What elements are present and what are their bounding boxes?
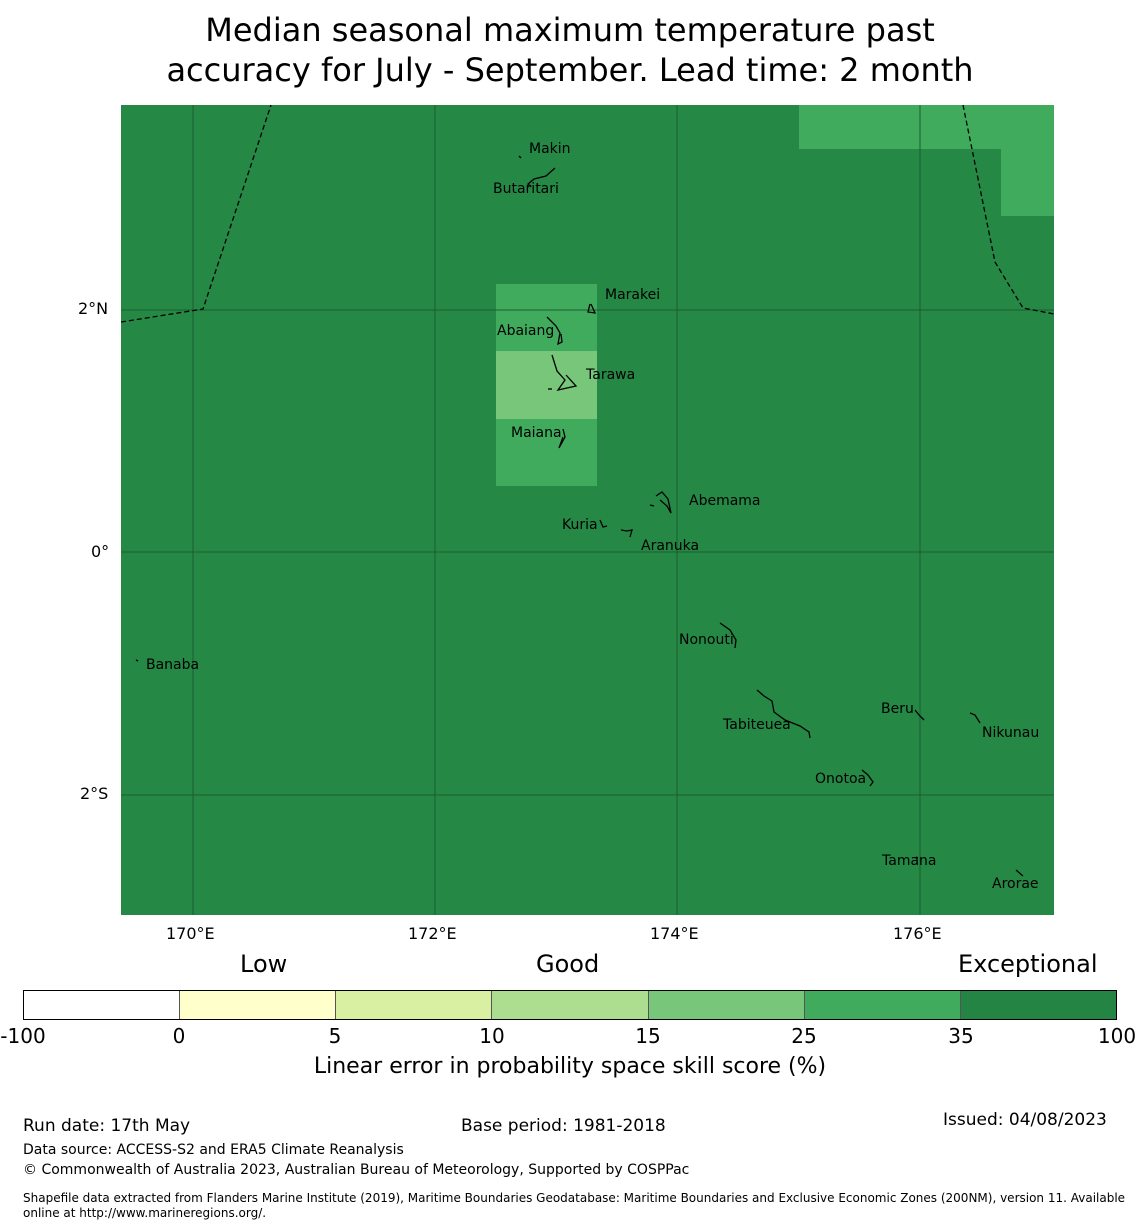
tarawa-outline	[551, 354, 578, 391]
eez-boundary-east	[962, 104, 1055, 315]
colorbar-segment-5	[804, 991, 961, 1019]
colorbar-title: Linear error in probability space skill …	[313, 1054, 827, 1079]
colorbar-tick: 10	[479, 1024, 505, 1048]
maiana-outline	[558, 428, 566, 449]
island-outlines	[135, 155, 1024, 877]
island-label-maiana: Maiana	[511, 425, 562, 441]
title-line-2: accuracy for July - September. Lead time…	[166, 51, 974, 89]
colorbar-tick: 25	[791, 1024, 817, 1048]
island-label-marakei: Marakei	[605, 287, 661, 303]
onotoa-outline	[861, 769, 874, 787]
skill-patch-maiana	[496, 419, 597, 486]
island-label-aranuka: Aranuka	[641, 538, 700, 554]
colorbar-tick: -100	[0, 1024, 46, 1048]
colorbar-tick: 5	[328, 1024, 342, 1048]
island-label-nikunau: Nikunau	[982, 725, 1040, 741]
skill-patch-ne-side	[1001, 149, 1054, 216]
colorbar	[23, 990, 1117, 1020]
tamana-outline	[915, 856, 919, 859]
map-background	[121, 105, 1054, 915]
colorbar-tick: 35	[948, 1024, 974, 1048]
colorbar-tick: 0	[172, 1024, 186, 1048]
copyright: © Commonwealth of Australia 2023, Austra…	[23, 1162, 690, 1178]
legend-category-low: Low	[240, 950, 288, 978]
gridlines	[121, 105, 1054, 915]
skill-patch-ne-top	[799, 105, 1054, 149]
marakei-outline	[587, 303, 597, 314]
eez-boundary-west	[120, 104, 272, 323]
nonouti-outline	[719, 622, 737, 649]
skill-patch-abaiang	[496, 284, 597, 351]
lat-tick-0: 0°	[91, 542, 110, 561]
lon-tick-172e: 172°E	[408, 924, 457, 943]
title-line-1: Median seasonal maximum temperature past	[205, 11, 935, 49]
colorbar-segment-2	[336, 991, 493, 1019]
nikunau-outline	[969, 712, 981, 724]
lon-tick-170e: 170°E	[166, 924, 215, 943]
island-label-banaba: Banaba	[146, 657, 200, 673]
base-period: Base period: 1981-2018	[461, 1116, 666, 1136]
colorbar-segment-0	[24, 991, 181, 1019]
island-label-onotoa: Onotoa	[815, 771, 867, 787]
colorbar-tick: 100	[1097, 1024, 1137, 1048]
lon-tick-174e: 174°E	[650, 924, 699, 943]
island-label-makin: Makin	[529, 141, 571, 157]
beru-outline	[914, 709, 925, 721]
island-label-tamana: Tamana	[882, 853, 937, 869]
island-label-abemama: Abemama	[689, 493, 761, 509]
banaba-outline	[135, 659, 139, 662]
chart-title: Median seasonal maximum temperature past…	[0, 10, 1140, 90]
colorbar-segment-6	[960, 991, 1116, 1019]
lat-tick-2n: 2°N	[78, 299, 109, 318]
abemama-islet	[649, 504, 655, 507]
colorbar-segment-1	[180, 991, 337, 1019]
run-date: Run date: 17th May	[23, 1116, 191, 1136]
data-source: Data source: ACCESS-S2 and ERA5 Climate …	[23, 1142, 404, 1158]
island-label-abaiang: Abaiang	[497, 323, 555, 339]
island-label-beru: Beru	[881, 701, 914, 717]
island-label-butaritari: Butaritari	[493, 181, 559, 197]
shapefile-credit: Shapefile data extracted from Flanders M…	[23, 1191, 1126, 1220]
makin-outline	[518, 155, 522, 159]
arorae-outline	[1015, 869, 1024, 877]
lat-tick-2s: 2°S	[80, 784, 109, 803]
tabiteuea-outline	[756, 689, 811, 739]
island-label-kuria: Kuria	[562, 517, 598, 533]
kuria-outline	[599, 519, 608, 528]
legend-category-good: Good	[536, 950, 600, 978]
skill-patch-tarawa	[496, 351, 597, 419]
butaritari-outline	[527, 167, 556, 188]
legend-category-exceptional: Exceptional	[958, 950, 1098, 978]
abaiang-outline	[546, 316, 563, 346]
lon-tick-176e: 176°E	[893, 924, 942, 943]
island-label-nonouti: Nonouti	[679, 632, 734, 648]
colorbar-segment-3	[492, 991, 649, 1019]
island-label-tarawa: Tarawa	[586, 367, 636, 383]
colorbar-segment-4	[648, 991, 805, 1019]
aranuka-outline	[620, 529, 633, 538]
colorbar-tick: 15	[635, 1024, 661, 1048]
issued-date: Issued: 04/08/2023	[943, 1110, 1107, 1130]
abemama-outline	[655, 491, 672, 514]
island-label-tabiteuea: Tabiteuea	[723, 717, 791, 733]
island-label-arorae: Arorae	[992, 876, 1039, 892]
eez-boundaries	[120, 104, 1055, 323]
